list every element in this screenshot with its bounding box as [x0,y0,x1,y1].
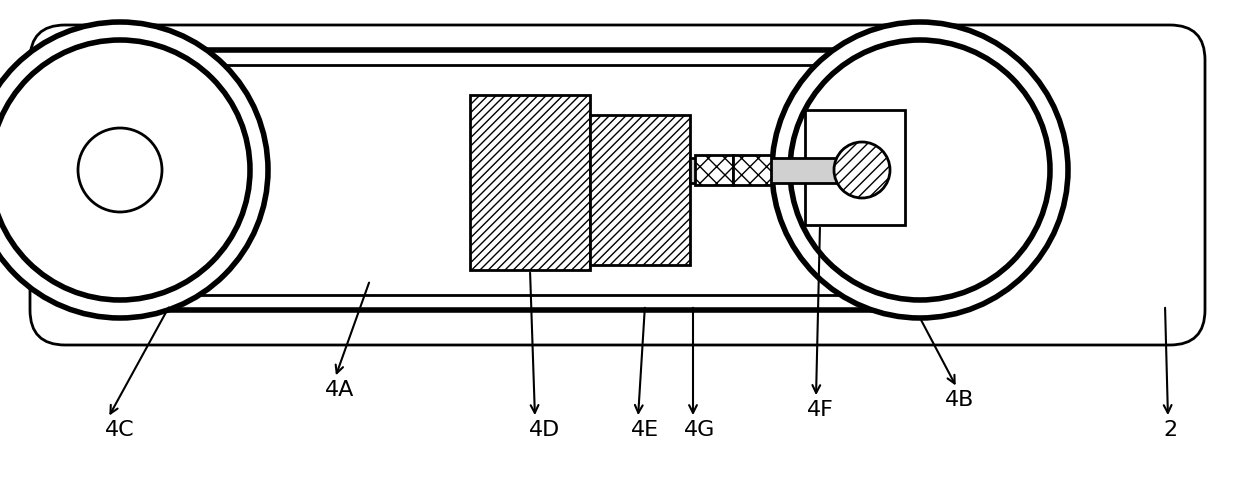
Circle shape [835,142,890,198]
Text: 4G: 4G [684,420,715,440]
FancyBboxPatch shape [30,25,1205,345]
Text: 4A: 4A [325,380,355,400]
Bar [733,155,771,185]
Circle shape [773,22,1068,318]
Bar [694,155,733,185]
Circle shape [0,40,250,300]
Text: 4F: 4F [806,400,833,420]
Text: 2: 2 [1163,420,1177,440]
Text: 4D: 4D [529,420,560,440]
Bar [590,115,689,265]
Text: 4C: 4C [105,420,135,440]
Text: 4B: 4B [945,390,975,410]
Text: 4E: 4E [631,420,660,440]
Bar [689,158,870,183]
Circle shape [790,40,1050,300]
Bar [470,95,590,270]
Circle shape [0,22,268,318]
Bar [805,110,905,225]
Circle shape [78,128,162,212]
